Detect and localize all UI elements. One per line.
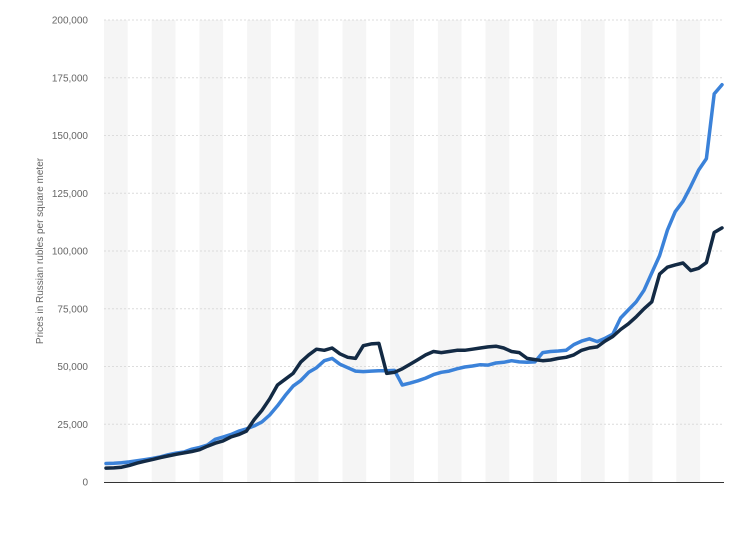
column-band [270, 20, 295, 482]
y-tick-label: 0 [82, 478, 88, 489]
column-band [318, 20, 343, 482]
y-tick-label: 50,000 [57, 362, 88, 373]
column-band [342, 20, 367, 482]
y-tick-label: 150,000 [52, 131, 89, 142]
y-tick-label: 75,000 [57, 304, 88, 315]
column-band [199, 20, 224, 482]
y-tick-label: 100,000 [52, 247, 89, 258]
column-band [294, 20, 319, 482]
column-band [223, 20, 248, 482]
y-axis-title: Prices in Russian rubles per square mete… [35, 157, 46, 344]
y-axis-tick-labels: 0 25,000 50,000 75,000 100,000 125,000 150,000… [52, 16, 89, 489]
series-line-2 [104, 226, 724, 470]
y-tick-label: 200,000 [52, 16, 89, 27]
column-band [151, 20, 176, 482]
column-band [175, 20, 200, 482]
y-tick-label: 125,000 [52, 189, 89, 200]
horizontal-gridlines [104, 19, 724, 425]
series-lines [104, 82, 724, 470]
y-tick-label: 25,000 [57, 420, 88, 431]
y-tick-label: 175,000 [52, 73, 89, 84]
